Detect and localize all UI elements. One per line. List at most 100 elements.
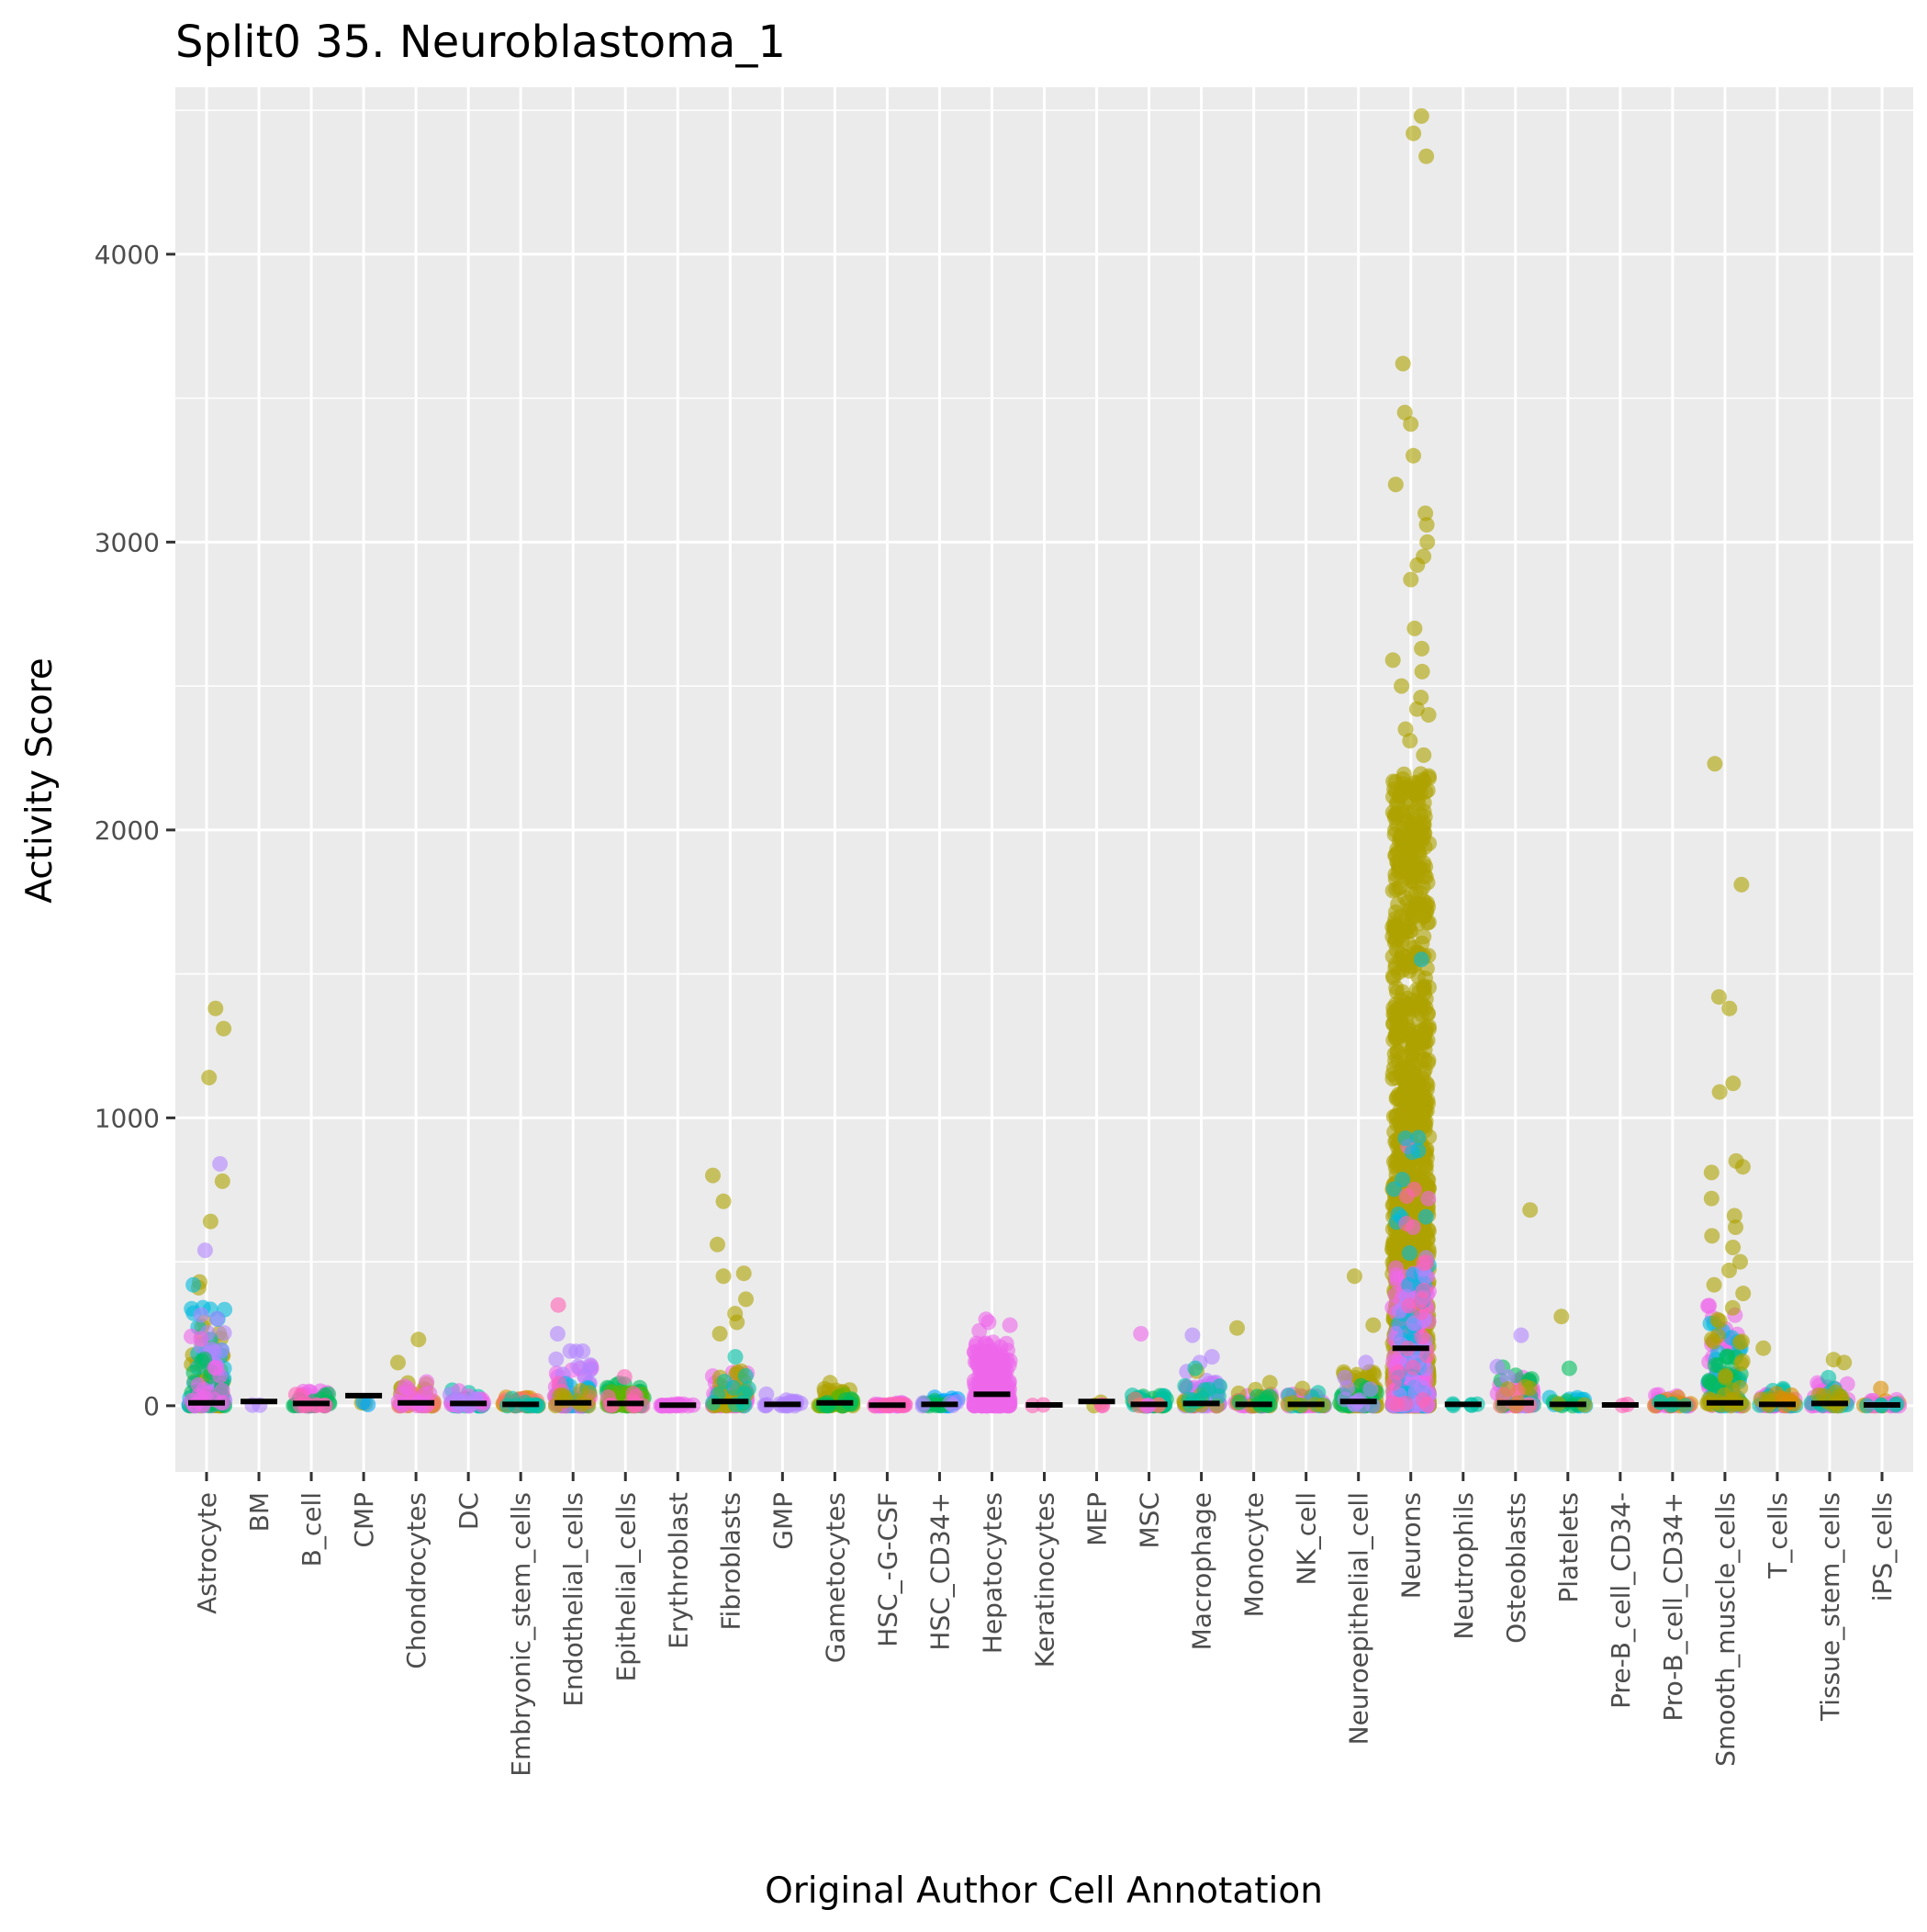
data-point [1406,874,1422,891]
data-point [1362,1381,1379,1398]
data-point-outlier [1414,663,1430,680]
data-point [184,1328,199,1344]
data-point-outlier [212,1156,229,1172]
x-tick-label: NK_cell [1292,1492,1322,1586]
data-point [1414,833,1429,849]
data-point-outlier [1413,107,1429,124]
data-point [1411,983,1428,1000]
data-point-outlier [758,1386,775,1402]
data-point [214,1342,230,1359]
data-point [1810,1387,1827,1403]
data-point-outlier [1733,876,1750,893]
data-point [582,1357,599,1374]
data-point-outlier [549,1326,566,1342]
x-tick-label: DC [454,1492,484,1530]
x-tick-label: Hepatocytes [977,1492,1007,1654]
data-point-outlier [1420,707,1437,723]
chart-title: Split0 35. Neuroblastoma_1 [175,17,786,68]
data-point [1414,1329,1430,1345]
data-point [214,1383,230,1398]
data-point [1413,766,1428,782]
data-point [199,1386,216,1402]
x-tick-label: Monocyte [1239,1492,1270,1617]
data-point-outlier [1394,678,1410,694]
data-point [1177,1377,1193,1394]
data-point-outlier [1365,1317,1382,1333]
data-point-outlier [1395,355,1411,372]
data-point-outlier [1133,1326,1149,1342]
data-point [1718,1367,1733,1384]
x-tick-label: HSC_CD34+ [924,1492,955,1651]
data-point [1420,1172,1437,1188]
data-point-outlier [1711,1084,1728,1100]
data-point-outlier [1420,1190,1437,1207]
data-point [185,1365,202,1381]
data-point-outlier [1387,477,1404,493]
x-tick-label: Embryonic_stem_cells [506,1492,536,1777]
data-point [995,1353,1012,1369]
data-point-outlier [1261,1375,1278,1391]
data-point-outlier [1836,1354,1853,1371]
x-tick-label: Fibroblasts [715,1492,745,1631]
data-point [1310,1385,1327,1401]
data-point-outlier [1413,951,1429,968]
data-point [1337,1369,1353,1386]
data-point [360,1397,376,1412]
data-point [1401,1245,1417,1262]
x-tick-label: B_cell [297,1492,327,1567]
data-point-outlier [1406,125,1422,141]
x-tick-label: Pro-B_cell_CD34+ [1658,1492,1688,1722]
data-point [1390,1364,1406,1380]
data-point [570,1358,586,1375]
data-point [212,1367,229,1384]
y-axis: 0 1000 2000 3000 4000 [95,240,175,1421]
data-point [1384,804,1401,821]
data-point [1000,1398,1016,1414]
data-point-outlier [1418,517,1435,533]
x-tick-label: Erythroblast [663,1492,693,1649]
data-point-outlier [1725,1240,1742,1255]
data-point-outlier [1710,989,1727,1005]
data-point [1701,1373,1718,1388]
data-point [1414,1035,1430,1051]
data-point [1419,915,1436,931]
data-point [1212,1378,1227,1395]
data-point [1405,859,1421,875]
x-tick-label: Platelets [1553,1492,1584,1603]
x-tick-label: Tissue_stem_cells [1815,1492,1845,1722]
data-point [1384,1395,1401,1411]
data-point [737,1367,754,1384]
data-point [1388,1021,1405,1037]
data-point-outlier [1721,1263,1737,1278]
data-point-outlier [727,1349,744,1365]
data-point-outlier [201,1070,218,1085]
x-axis: Astrocyte BM B_cell CMP Chondrocytes DC Embryo… [192,1472,1898,1777]
data-point-outlier [1229,1320,1245,1336]
data-point-outlier [735,1265,752,1282]
data-point [442,1387,458,1403]
data-point [1387,904,1404,920]
data-point [1389,983,1405,1000]
data-point-outlier [1734,1159,1751,1175]
data-point [1416,1255,1432,1272]
x-tick-label: Gametocytes [820,1492,850,1663]
data-point-outlier [1414,640,1430,657]
data-point-outlier [1755,1340,1772,1356]
data-point-outlier [1561,1360,1577,1376]
data-point [978,1343,994,1360]
data-point-outlier [1406,447,1421,464]
data-point-outlier [1346,1268,1362,1285]
data-point [1390,1052,1406,1069]
data-point [1249,1388,1265,1405]
data-point [1417,1268,1434,1285]
data-point [1419,1230,1436,1247]
data-point [193,1307,209,1323]
data-point-outlier [738,1291,754,1308]
data-point-outlier [1409,556,1426,573]
data-point-outlier [822,1375,838,1391]
x-tick-label: Epithelial_cells [611,1492,641,1681]
data-point-outlier [196,1242,213,1259]
data-point [1388,933,1405,949]
data-point-outlier [1728,1219,1743,1235]
